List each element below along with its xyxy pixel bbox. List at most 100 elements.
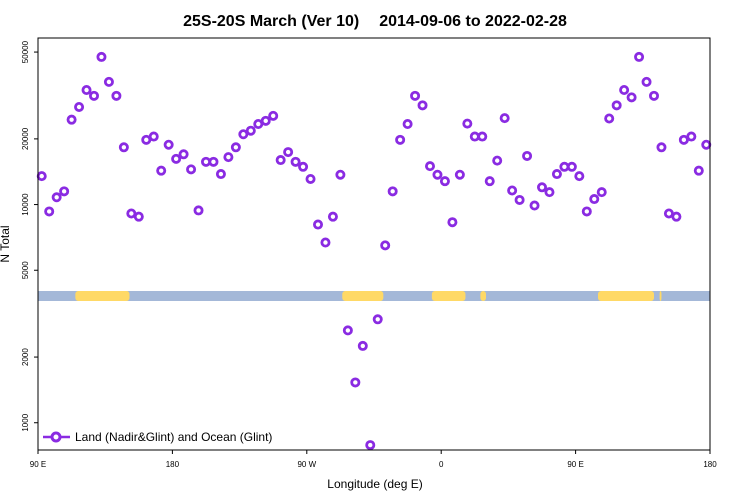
data-point bbox=[312, 219, 323, 230]
data-point bbox=[208, 156, 219, 167]
data-point bbox=[671, 211, 682, 222]
data-point bbox=[507, 185, 518, 196]
data-point bbox=[342, 325, 353, 336]
data-point bbox=[327, 211, 338, 222]
chart-title-right: 2014-09-06 to 2022-02-28 bbox=[379, 13, 567, 30]
data-point bbox=[649, 90, 660, 101]
data-point bbox=[268, 110, 279, 121]
data-point bbox=[275, 155, 286, 166]
data-point bbox=[484, 176, 495, 187]
data-point bbox=[574, 171, 585, 182]
x-tick-label: 90 E bbox=[567, 460, 583, 469]
chart-title-left: 25S-20S March (Ver 10) bbox=[183, 13, 359, 30]
data-point bbox=[611, 100, 622, 111]
x-axis: 90 E 180 90 W 0 90 E 180 bbox=[30, 450, 717, 469]
data-point bbox=[96, 51, 107, 62]
land-ocean-band bbox=[38, 291, 710, 301]
data-point bbox=[581, 206, 592, 217]
x-tick-label: 0 bbox=[439, 460, 444, 469]
data-point bbox=[447, 217, 458, 228]
data-point bbox=[141, 134, 152, 145]
data-point bbox=[350, 377, 361, 388]
data-point bbox=[626, 92, 637, 103]
data-point bbox=[663, 208, 674, 219]
data-point bbox=[118, 142, 129, 153]
data-point bbox=[253, 119, 264, 130]
x-axis-label: Longitude (deg E) bbox=[327, 477, 422, 491]
data-point bbox=[604, 113, 615, 124]
data-point bbox=[298, 161, 309, 172]
chart-title: 25S-20S March (Ver 10) 2014-09-06 to 2022… bbox=[183, 13, 567, 30]
data-point bbox=[290, 156, 301, 167]
data-point bbox=[320, 237, 331, 248]
land-segment bbox=[598, 291, 654, 301]
data-point bbox=[701, 139, 712, 150]
data-point bbox=[656, 142, 667, 153]
data-point bbox=[44, 206, 55, 217]
data-point bbox=[59, 186, 70, 197]
data-point bbox=[641, 76, 652, 87]
data-point bbox=[678, 134, 689, 145]
y-axis-label: N Total bbox=[0, 225, 12, 262]
data-point bbox=[51, 192, 62, 203]
land-segment bbox=[480, 291, 486, 301]
land-segment bbox=[659, 291, 662, 301]
data-point bbox=[36, 171, 47, 182]
land-segment bbox=[75, 291, 130, 301]
data-point bbox=[365, 440, 376, 451]
y-tick-label: 50000 bbox=[21, 40, 30, 63]
data-point bbox=[619, 85, 630, 96]
data-point bbox=[432, 169, 443, 180]
land-segment bbox=[342, 291, 384, 301]
data-point bbox=[499, 113, 510, 124]
data-point bbox=[178, 149, 189, 160]
y-axis: 1000 2000 5000 10000 20000 50000 bbox=[21, 40, 38, 432]
data-point bbox=[223, 152, 234, 163]
y-tick-label: 10000 bbox=[21, 193, 30, 216]
data-point bbox=[424, 161, 435, 172]
data-point bbox=[111, 90, 122, 101]
data-point bbox=[544, 187, 555, 198]
data-point bbox=[81, 85, 92, 96]
land-segment bbox=[431, 291, 466, 301]
data-point bbox=[537, 182, 548, 193]
legend-marker bbox=[50, 431, 62, 443]
data-point bbox=[693, 165, 704, 176]
y-tick-label: 5000 bbox=[21, 261, 30, 279]
data-point bbox=[596, 187, 607, 198]
data-point bbox=[335, 169, 346, 180]
data-point bbox=[230, 142, 241, 153]
y-tick-label: 2000 bbox=[21, 348, 30, 366]
data-point bbox=[410, 90, 421, 101]
data-point bbox=[238, 129, 249, 140]
data-point bbox=[589, 194, 600, 205]
legend: Land (Nadir&Glint) and Ocean (Glint) bbox=[43, 430, 272, 444]
data-point bbox=[454, 169, 465, 180]
data-point bbox=[193, 205, 204, 216]
y-tick-label: 20000 bbox=[21, 127, 30, 150]
data-point bbox=[215, 169, 226, 180]
data-point bbox=[260, 115, 271, 126]
data-point bbox=[566, 161, 577, 172]
data-point bbox=[514, 194, 525, 205]
data-point bbox=[402, 119, 413, 130]
y-tick-label: 1000 bbox=[21, 413, 30, 431]
x-tick-label: 90 W bbox=[297, 460, 316, 469]
data-point bbox=[126, 208, 137, 219]
data-point bbox=[103, 76, 114, 87]
data-point bbox=[634, 51, 645, 62]
data-point bbox=[66, 114, 77, 125]
data-point bbox=[439, 176, 450, 187]
data-point bbox=[477, 131, 488, 142]
data-point bbox=[163, 139, 174, 150]
data-point bbox=[89, 90, 100, 101]
data-point bbox=[462, 118, 473, 129]
data-point bbox=[551, 169, 562, 180]
data-point bbox=[148, 131, 159, 142]
data-point bbox=[380, 240, 391, 251]
data-point bbox=[395, 134, 406, 145]
plot-frame bbox=[37, 37, 711, 451]
x-tick-label: 180 bbox=[166, 460, 180, 469]
data-point bbox=[372, 314, 383, 325]
